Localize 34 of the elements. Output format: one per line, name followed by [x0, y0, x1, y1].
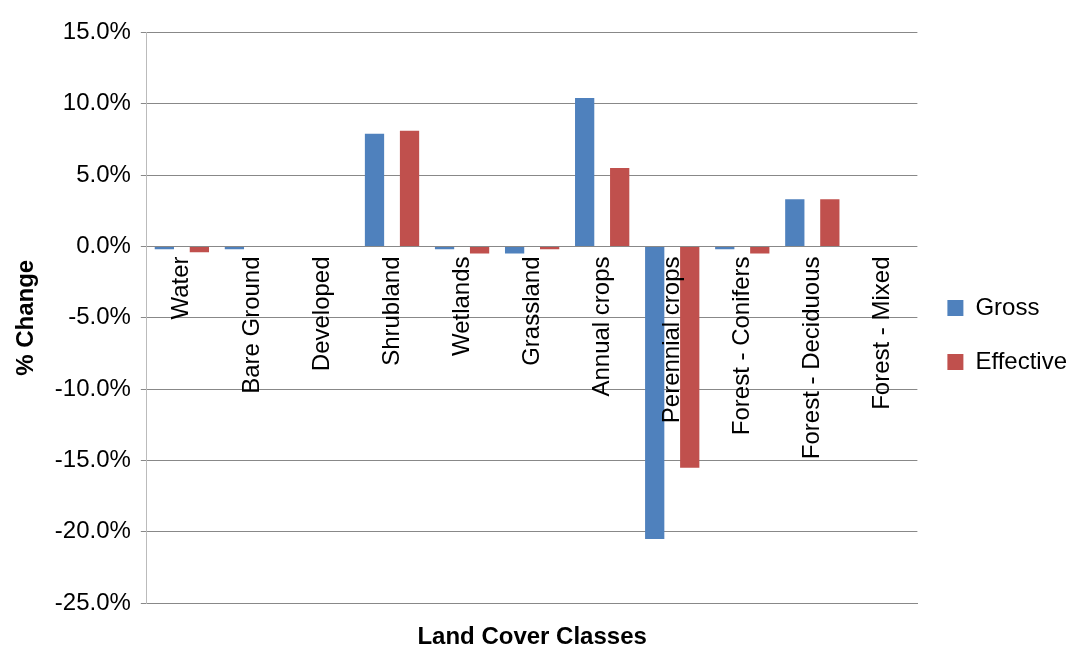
bar — [575, 98, 595, 246]
bar — [364, 133, 385, 246]
x-tick-label: Water — [166, 256, 194, 320]
x-tick-label: Grassland — [516, 256, 544, 366]
legend-label: Gross — [975, 292, 1040, 320]
x-tick-label: Shrubland — [376, 256, 404, 366]
y-tick-label: -25.0% — [54, 587, 131, 615]
y-tick-label: -5.0% — [68, 302, 131, 330]
x-tick-label: Forest - Mixed — [866, 256, 894, 410]
y-tick-label: -15.0% — [54, 445, 131, 473]
bar — [750, 246, 770, 254]
x-axis-title: Land Cover Classes — [417, 622, 647, 650]
y-tick-label: -10.0% — [54, 373, 131, 401]
y-tick-label: 15.0% — [62, 17, 131, 45]
y-tick-label: 0.0% — [76, 231, 131, 259]
bar — [504, 246, 525, 254]
x-tick-label: Perennial crops — [656, 256, 684, 424]
x-tick-label: Forest - Deciduous — [796, 256, 824, 460]
y-tick-label: 5.0% — [76, 159, 131, 187]
bar — [469, 246, 490, 254]
y-tick-label: 10.0% — [62, 88, 131, 116]
x-tick-label: Forest - Conifers — [726, 256, 754, 436]
x-tick-label: Wetlands — [446, 256, 474, 357]
y-axis-title: % Change — [11, 259, 39, 376]
x-tick-label: Annual crops — [586, 256, 614, 397]
x-tick-label: Bare Ground — [236, 256, 264, 394]
x-tick-label: Developed — [306, 256, 334, 372]
bar — [820, 199, 840, 246]
bar — [610, 167, 630, 246]
bar — [189, 246, 210, 253]
bar — [399, 130, 420, 246]
bar — [785, 199, 805, 246]
legend-label: Effective — [975, 346, 1067, 374]
y-tick-label: -20.0% — [54, 516, 131, 544]
